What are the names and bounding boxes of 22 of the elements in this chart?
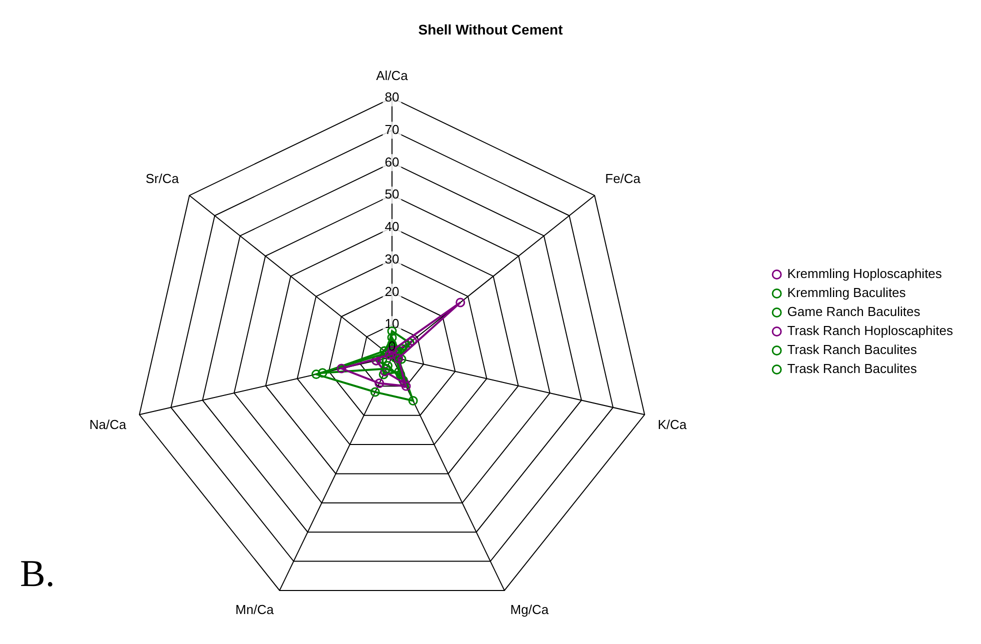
legend-label: Trask Ranch Baculites: [787, 342, 918, 358]
text: B.: [20, 552, 55, 596]
y-tick-label: 50: [384, 186, 400, 202]
chart-title: Shell Without Cement: [418, 21, 564, 38]
spoke-label: Mg/Ca: [510, 602, 550, 617]
y-tick-label: 20: [384, 284, 400, 299]
y-tick-label: 30: [384, 251, 400, 266]
legend-label: Kremmling Baculites: [787, 285, 906, 300]
legend-label: Trask Ranch Baculites: [787, 361, 918, 376]
spoke-label: K/Ca: [658, 417, 688, 432]
legend-label: Kremmling Hoploscaphites: [787, 266, 942, 282]
y-tick-label: 40: [384, 219, 400, 234]
legend-label: Trask Ranch Hoploscaphites: [787, 323, 954, 338]
spoke-label: Na/Ca: [89, 417, 127, 432]
spoke-label: Al/Ca: [376, 68, 409, 84]
y-tick-label: 60: [384, 154, 400, 170]
spoke-label: Sr/Ca: [146, 170, 180, 186]
legend-label: Game Ranch Baculites: [787, 304, 921, 320]
spoke-label: Fe/Ca: [605, 170, 642, 186]
y-tick-label: 70: [384, 122, 400, 137]
spoke-label: Mn/Ca: [235, 602, 274, 617]
y-tick-label: 80: [384, 89, 400, 104]
